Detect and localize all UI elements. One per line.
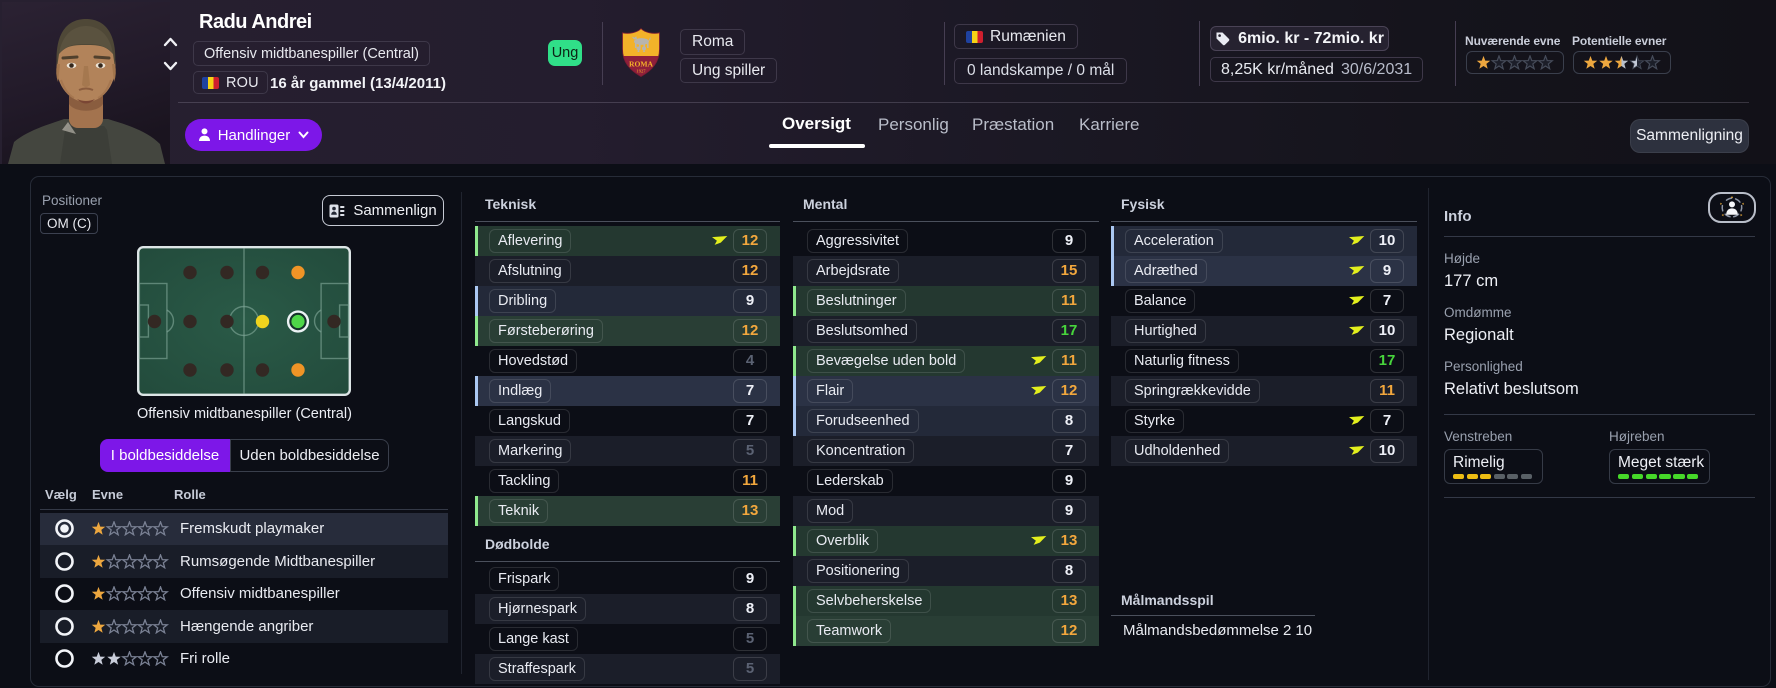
svg-text:1927: 1927 — [636, 69, 646, 74]
svg-text:ROMA: ROMA — [629, 60, 654, 69]
